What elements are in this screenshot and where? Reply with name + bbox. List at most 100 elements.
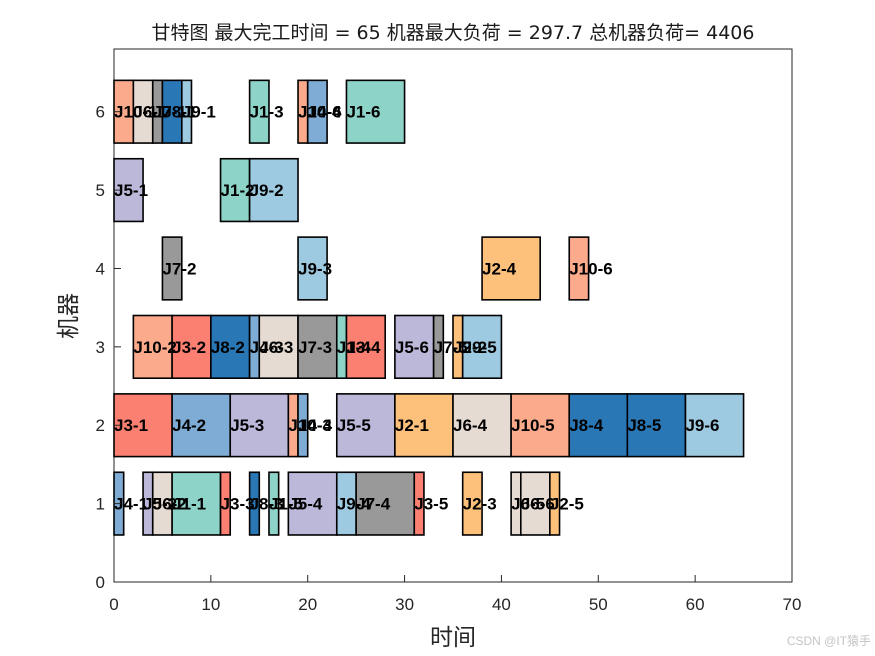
task-label: J10-2 — [133, 338, 176, 357]
task-label: J7-5 — [434, 338, 468, 357]
task-bar — [394, 314, 435, 380]
task-label: J6-5 — [511, 495, 545, 514]
y-tick-label: 0 — [96, 573, 105, 592]
task-label: J5-6 — [395, 338, 429, 357]
task-label: J8-5 — [627, 416, 661, 435]
task-label: J5-3 — [230, 416, 264, 435]
task-bar — [568, 236, 590, 301]
task-bar — [229, 393, 290, 458]
task-label: J8-1 — [162, 103, 196, 122]
y-tick-label: 4 — [96, 259, 105, 278]
x-axis-label: 时间 — [430, 625, 476, 651]
x-tick-label: 40 — [492, 595, 511, 614]
task-bar — [210, 314, 251, 380]
task-label: J9-2 — [250, 181, 284, 200]
x-axis-ticks: 0 10 20 30 40 50 60 70 — [109, 575, 801, 614]
y-axis-label: 机器 — [56, 293, 82, 339]
task-label: J3-3 — [221, 495, 255, 514]
task-label: J4-1 — [114, 495, 148, 514]
task-label: J2-2 — [453, 338, 487, 357]
task-label: J6-4 — [453, 416, 488, 435]
task-label: J3-2 — [172, 338, 206, 357]
task-bar — [461, 314, 503, 380]
task-label: J6-3 — [259, 338, 293, 357]
task-bars — [113, 79, 745, 536]
task-label: J4-6 — [308, 103, 342, 122]
task-bar — [132, 314, 173, 380]
task-bar — [287, 471, 338, 536]
task-label: J3-5 — [414, 495, 448, 514]
plot-area: J10-1J6-1J7-1J8-1J9-1 J1-3 J10-4J4-6 J1-6 J5… — [96, 48, 801, 614]
task-bar — [519, 471, 551, 536]
task-label: J5-4 — [288, 495, 323, 514]
task-label: J10-6 — [569, 259, 612, 278]
task-label: J10-1 — [114, 103, 157, 122]
task-bar — [549, 471, 561, 536]
task-bar — [461, 471, 483, 536]
task-bar — [306, 79, 328, 144]
y-tick-label: 3 — [96, 338, 105, 357]
task-bar — [481, 236, 541, 301]
task-bar — [345, 314, 387, 380]
task-bar — [297, 393, 309, 458]
task-label: J9-3 — [298, 259, 332, 278]
task-bar — [452, 393, 512, 458]
task-label: J1-6 — [346, 103, 380, 122]
task-bar — [248, 79, 270, 144]
task-bar — [335, 393, 396, 458]
task-label: J8-3 — [250, 495, 284, 514]
x-tick-label: 30 — [395, 595, 414, 614]
task-label: J5-2 — [143, 495, 177, 514]
task-label: J7-3 — [298, 338, 332, 357]
task-bar — [171, 393, 232, 458]
task-bar — [568, 393, 629, 458]
task-label: J8-2 — [211, 338, 245, 357]
task-bar — [181, 79, 193, 144]
task-bar — [248, 471, 261, 536]
task-label: J6-1 — [133, 103, 167, 122]
task-bar — [161, 236, 183, 301]
task-label: J7-1 — [153, 103, 187, 122]
task-label: J5-5 — [337, 416, 371, 435]
x-tick-label: 20 — [298, 595, 317, 614]
task-label: J1-1 — [172, 495, 206, 514]
x-tick-label: 10 — [201, 595, 220, 614]
task-bar — [268, 471, 280, 536]
task-label: J10-4 — [298, 103, 342, 122]
task-label: J3-1 — [114, 416, 148, 435]
task-label: J6-6 — [521, 495, 555, 514]
task-label: J9-1 — [182, 103, 216, 122]
task-bar — [394, 393, 454, 458]
task-bar — [345, 79, 406, 144]
x-tick-label: 70 — [783, 595, 802, 614]
y-tick-label: 6 — [96, 103, 105, 122]
task-bar — [219, 471, 232, 536]
task-bar — [684, 393, 745, 458]
task-labels: J10-1J6-1J7-1J8-1J9-1 J1-3 J10-4J4-6 J1-6 J5… — [114, 103, 719, 514]
task-label: J2-4 — [482, 259, 517, 278]
task-label: J2-1 — [395, 416, 429, 435]
y-tick-label: 5 — [96, 181, 105, 200]
task-label: J10-5 — [511, 416, 554, 435]
task-label: J4-2 — [172, 416, 206, 435]
task-label: J5-1 — [114, 181, 148, 200]
task-label: J9-4 — [337, 495, 372, 514]
task-bar — [432, 314, 445, 380]
task-label: J1-2 — [221, 181, 255, 200]
task-label: J3-4 — [346, 338, 381, 357]
task-label: J4-4 — [298, 416, 333, 435]
y-tick-label: 2 — [96, 416, 105, 435]
x-tick-label: 60 — [686, 595, 705, 614]
task-bar — [113, 393, 173, 458]
task-bar — [171, 471, 222, 536]
y-axis-ticks: 0 1 2 3 4 5 6 — [96, 103, 121, 592]
task-label: J9-6 — [685, 416, 719, 435]
task-label: J2-3 — [463, 495, 497, 514]
task-label: J10-3 — [288, 416, 331, 435]
task-bar — [510, 393, 571, 458]
task-label: J8-4 — [569, 416, 604, 435]
task-bar — [626, 393, 687, 458]
task-bar — [413, 471, 425, 536]
x-tick-label: 50 — [589, 595, 608, 614]
